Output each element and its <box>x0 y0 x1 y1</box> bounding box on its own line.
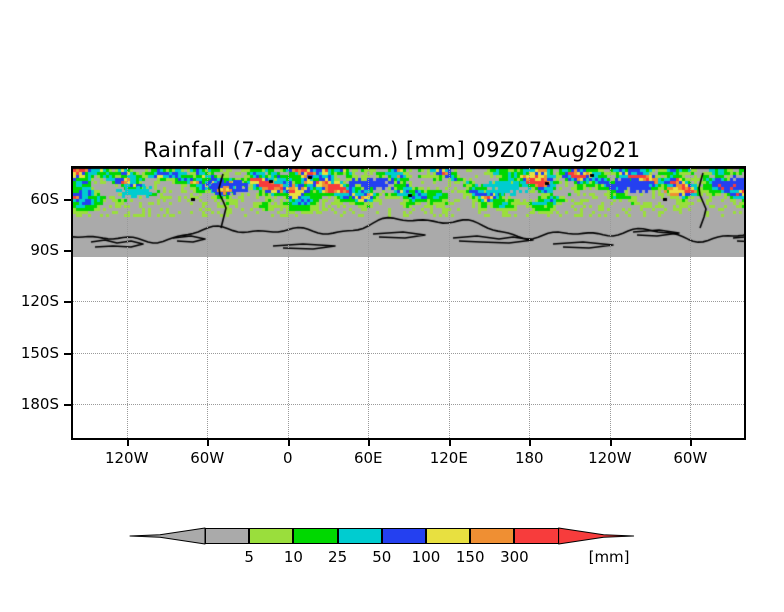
x-axis-tick <box>368 440 371 446</box>
y-axis-tick <box>64 198 71 201</box>
colorbar-tick-label: 100 <box>411 548 441 566</box>
x-axis-label: 120E <box>429 449 468 467</box>
x-axis-label: 60E <box>353 449 383 467</box>
x-axis-label: 60W <box>673 449 708 467</box>
colorbar-tick-label: 10 <box>283 548 303 566</box>
colorbar-segment <box>337 528 382 544</box>
colorbar-segment <box>426 528 471 544</box>
gridline-vertical <box>448 168 450 438</box>
gridline-vertical <box>609 168 611 438</box>
y-axis-tick <box>64 352 71 355</box>
x-axis-tick <box>448 440 451 446</box>
rainfall-raster <box>73 168 744 257</box>
gridline-vertical <box>207 168 209 438</box>
y-axis-tick <box>64 250 71 253</box>
colorbar-tick-label: 150 <box>455 548 485 566</box>
map-plot-area <box>71 166 746 440</box>
x-axis-tick <box>609 440 612 446</box>
x-axis-label: 60W <box>190 449 225 467</box>
gridline-vertical <box>287 168 289 438</box>
gridline-vertical <box>690 168 692 438</box>
x-axis-tick <box>529 440 532 446</box>
gridline-vertical <box>368 168 370 438</box>
x-axis-label: 180 <box>514 449 544 467</box>
x-axis-tick <box>287 440 290 446</box>
colorbar-legend: 5 10 25 50 100 150 300 [mm] <box>0 520 784 570</box>
gridline-horizontal <box>73 403 744 405</box>
colorbar-segment <box>381 528 426 544</box>
x-axis-label: 120W <box>588 449 632 467</box>
x-axis-label: 0 <box>282 449 293 467</box>
map-mask-region <box>73 168 744 257</box>
x-axis-label: 120W <box>104 449 149 467</box>
gridline-vertical <box>529 168 531 438</box>
y-axis-tick <box>64 301 71 304</box>
y-axis-label: 150S <box>20 343 59 362</box>
colorbar-segment <box>293 528 338 544</box>
colorbar-segment <box>205 528 250 544</box>
y-axis-tick <box>64 403 71 406</box>
colorbar-tick-label: 25 <box>328 548 348 566</box>
y-axis-label: 60S <box>30 189 59 208</box>
colorbar-tick-label: 50 <box>372 548 392 566</box>
colorbar-tick-label: 300 <box>500 548 529 566</box>
x-axis-tick <box>690 440 693 446</box>
y-axis-label: 90S <box>30 241 59 260</box>
colorbar-segment <box>470 528 515 544</box>
x-axis-tick <box>207 440 210 446</box>
y-axis-label: 180S <box>20 394 59 413</box>
colorbar-unit-label: [mm] <box>588 548 630 566</box>
gridline-horizontal <box>73 301 744 303</box>
page-title: Rainfall (7-day accum.) [mm] 09Z07Aug202… <box>143 138 641 162</box>
x-axis-tick <box>126 440 129 446</box>
gridline-vertical <box>126 168 128 438</box>
colorbar-tick-label: 5 <box>244 548 254 566</box>
colorbar-segment <box>249 528 294 544</box>
gridline-horizontal <box>73 352 744 354</box>
colorbar-segment <box>514 528 559 544</box>
y-axis-label: 120S <box>20 292 59 311</box>
